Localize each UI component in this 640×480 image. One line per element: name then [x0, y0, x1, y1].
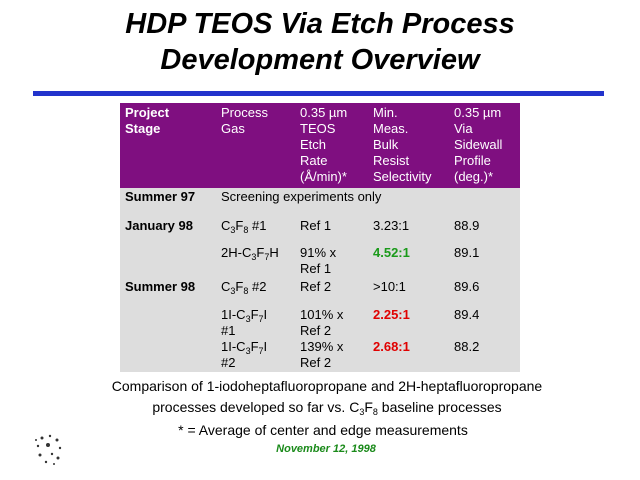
header-cell: Resist: [373, 153, 410, 168]
profile-cell: 89.1: [454, 245, 480, 260]
header-cell: (Å/min)*: [300, 169, 347, 184]
header-cell: Sidewall: [454, 137, 503, 152]
rate-cell: Ref 2: [300, 355, 332, 370]
profile-cell: 88.9: [454, 218, 480, 233]
title-line: Development Overview: [160, 44, 480, 76]
rate-cell: Ref 1: [300, 261, 332, 276]
header-cell: Meas.: [373, 121, 409, 136]
profile-cell: 88.2: [454, 339, 480, 354]
header-cell: Etch: [300, 137, 327, 152]
stage-cell: Summer 97: [125, 189, 196, 204]
header-cell: TEOS: [300, 121, 336, 136]
selectivity-cell: 2.25:1: [373, 307, 410, 322]
selectivity-cell: >10:1: [373, 279, 406, 294]
gas-cell: C3F8 #1: [221, 218, 267, 235]
rate-cell: 101% x: [300, 307, 344, 322]
rate-cell: Ref 2: [300, 279, 332, 294]
stage-cell: Summer 98: [125, 279, 196, 294]
selectivity-cell: 3.23:1: [373, 218, 410, 233]
profile-cell: 89.4: [454, 307, 480, 322]
header-cell: Process: [221, 105, 268, 120]
gas-cell: C3F8 #2: [221, 279, 267, 296]
stage-cell: January 98: [125, 218, 193, 233]
rate-cell: 139% x: [300, 339, 344, 354]
rate-cell: Ref 1: [300, 218, 332, 233]
date: November 12, 1998: [276, 443, 376, 455]
rate-cell: Ref 2: [300, 323, 332, 338]
gas-cell: #2: [221, 355, 236, 370]
header-cell: Project: [125, 105, 170, 120]
header-cell: 0.35 µm: [454, 105, 502, 120]
gas-cell: 1I-C3F7I: [221, 307, 268, 324]
header-cell: Stage: [125, 121, 161, 136]
selectivity-cell: 4.52:1: [373, 245, 410, 260]
rate-cell: 91% x: [300, 245, 337, 260]
header-cell: (deg.)*: [454, 169, 494, 184]
gas-cell: 1I-C3F7I: [221, 339, 268, 356]
header-cell: Gas: [221, 121, 245, 136]
header-cell: 0.35 µm: [300, 105, 348, 120]
profile-cell: 89.6: [454, 279, 480, 294]
title-line: HDP TEOS Via Etch Process: [125, 8, 515, 40]
table-header-bg: [120, 103, 520, 188]
gas-cell: #1: [221, 323, 236, 338]
rule: [33, 91, 604, 96]
header-cell: Bulk: [373, 137, 399, 152]
header-cell: Rate: [300, 153, 328, 168]
selectivity-cell: 2.68:1: [373, 339, 410, 354]
header-cell: Min.: [373, 105, 398, 120]
header-cell: Via: [454, 121, 473, 136]
header-cell: Profile: [454, 153, 491, 168]
caption-line: Comparison of 1-iodoheptafluoropropane a…: [111, 378, 543, 394]
footnote: * = Average of center and edge measureme…: [178, 422, 468, 438]
logo: [35, 434, 62, 465]
caption-line: processes developed so far vs. C3F8 base…: [152, 399, 502, 417]
note-cell: Screening experiments only: [221, 189, 382, 204]
header-cell: Selectivity: [373, 169, 432, 184]
gas-cell: 2H-C3F7H: [221, 245, 279, 262]
table-body-bg: [120, 188, 520, 372]
